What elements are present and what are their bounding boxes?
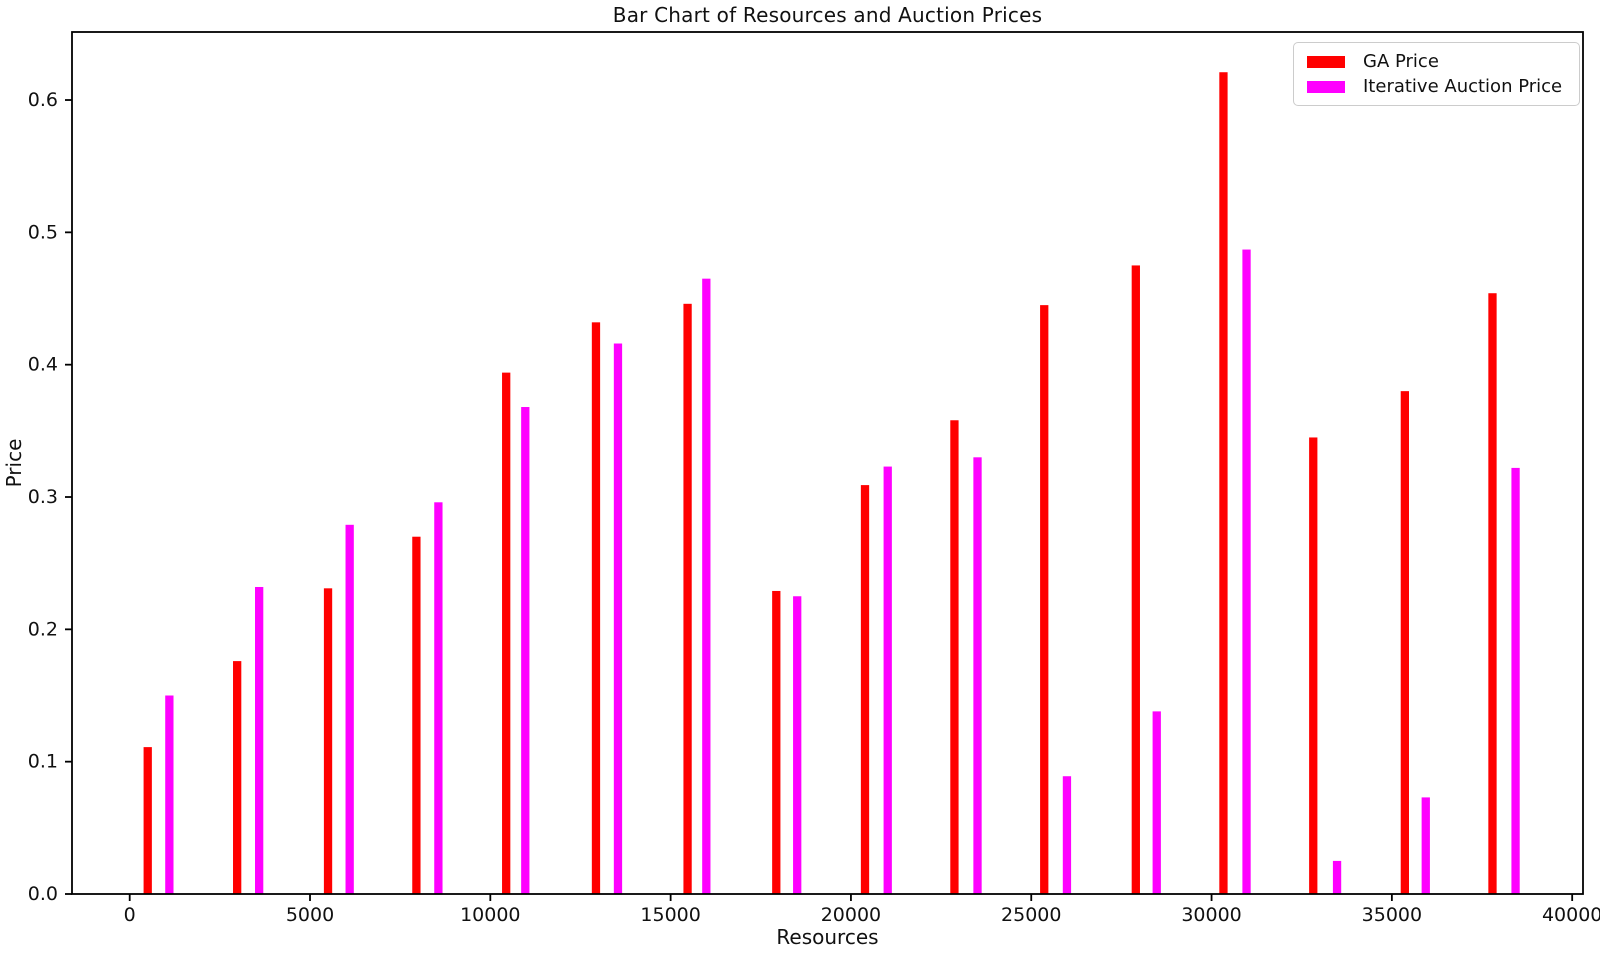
bar-iterative-0 bbox=[165, 695, 174, 894]
bar-ga-0 bbox=[143, 747, 152, 894]
bar-iterative-3 bbox=[434, 502, 443, 894]
bar-iterative-6 bbox=[702, 278, 711, 894]
legend-label: Iterative Auction Price bbox=[1363, 76, 1563, 97]
bar-iterative-10 bbox=[1062, 776, 1072, 894]
y-tick-label: 0.0 bbox=[28, 883, 58, 905]
y-tick-label: 0.5 bbox=[28, 221, 58, 243]
x-tick-label: 20000 bbox=[821, 904, 881, 926]
x-tick-label: 30000 bbox=[1181, 904, 1241, 926]
x-tick-label: 35000 bbox=[1362, 904, 1422, 926]
bar-ga-10 bbox=[1040, 305, 1049, 894]
bar-ga-5 bbox=[591, 322, 601, 895]
y-tick-label: 0.2 bbox=[28, 618, 58, 640]
legend-swatch-icon bbox=[1307, 80, 1345, 93]
bar-ga-1 bbox=[233, 661, 242, 894]
legend-item-ga-price: GA Price bbox=[1304, 50, 1569, 74]
bar-iterative-9 bbox=[973, 457, 982, 894]
bar-ga-3 bbox=[412, 536, 421, 894]
bar-iterative-13 bbox=[1332, 860, 1342, 894]
bar-iterative-1 bbox=[255, 586, 264, 894]
legend-swatch-icon bbox=[1307, 55, 1345, 68]
y-tick-label: 0.1 bbox=[28, 751, 58, 773]
bar-iterative-5 bbox=[613, 343, 623, 894]
x-tick-label: 15000 bbox=[640, 904, 700, 926]
x-tick-label: 5000 bbox=[286, 904, 334, 926]
bar-iterative-11 bbox=[1152, 711, 1161, 894]
x-tick-label: 0 bbox=[124, 904, 136, 926]
bar-ga-11 bbox=[1131, 265, 1140, 894]
y-tick-label: 0.4 bbox=[28, 354, 58, 376]
y-axis-label: Price bbox=[2, 438, 26, 488]
chart-title: Bar Chart of Resources and Auction Price… bbox=[612, 3, 1043, 27]
bar-ga-4 bbox=[502, 372, 511, 894]
bar-ga-9 bbox=[950, 420, 959, 894]
bar-ga-14 bbox=[1400, 391, 1409, 894]
legend-item-iterative-auction-price: Iterative Auction Price bbox=[1304, 75, 1569, 99]
y-tick-label: 0.3 bbox=[28, 486, 58, 508]
y-tick-label: 0.6 bbox=[28, 89, 58, 111]
bar-ga-13 bbox=[1309, 437, 1318, 894]
bar-iterative-12 bbox=[1242, 249, 1251, 895]
legend-label: GA Price bbox=[1363, 51, 1439, 72]
bar-ga-2 bbox=[323, 588, 333, 894]
axes-spines bbox=[71, 31, 1584, 895]
bar-ga-8 bbox=[860, 485, 870, 894]
bar-iterative-14 bbox=[1421, 797, 1430, 894]
x-tick-label: 10000 bbox=[460, 904, 520, 926]
bar-ga-12 bbox=[1219, 72, 1228, 895]
bar-iterative-4 bbox=[521, 407, 530, 894]
bar-iterative-7 bbox=[793, 596, 802, 894]
bar-ga-7 bbox=[772, 590, 781, 894]
bar-ga-6 bbox=[683, 303, 692, 894]
x-tick-label: 40000 bbox=[1542, 904, 1600, 926]
bar-iterative-2 bbox=[345, 524, 354, 894]
x-tick-label: 25000 bbox=[1001, 904, 1061, 926]
bar-iterative-8 bbox=[883, 466, 892, 894]
bar-iterative-15 bbox=[1511, 467, 1520, 894]
bar-ga-15 bbox=[1488, 293, 1497, 895]
x-axis-label: Resources bbox=[776, 925, 879, 949]
legend: GA Price Iterative Auction Price bbox=[1293, 42, 1580, 106]
